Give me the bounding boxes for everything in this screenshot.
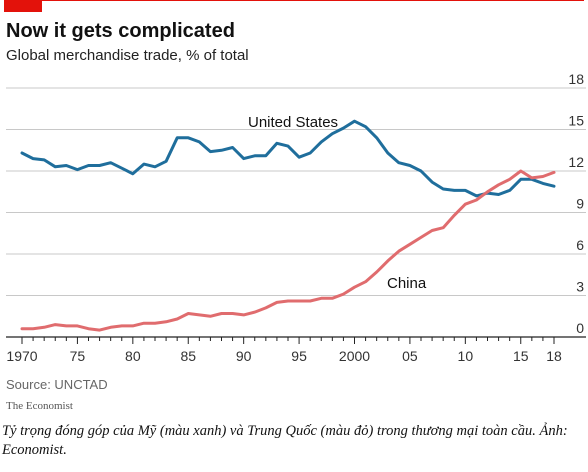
y-tick-label-18: 18 xyxy=(568,71,584,87)
chart-subtitle: Global merchandise trade, % of total xyxy=(6,47,249,64)
x-tick-label-80: 80 xyxy=(125,348,141,364)
series-annotations: United States China xyxy=(248,114,427,292)
series-lines xyxy=(20,119,556,332)
y-tick-label-6: 6 xyxy=(576,237,584,253)
x-tick-label-15: 15 xyxy=(513,348,529,364)
x-tick-label-95: 95 xyxy=(291,348,307,364)
y-tick-label-12: 12 xyxy=(568,154,584,170)
grid-lines xyxy=(6,87,586,338)
x-tick-label-05: 05 xyxy=(402,348,418,364)
brand-red-tag xyxy=(4,0,42,12)
y-tick-label-9: 9 xyxy=(576,196,584,212)
x-tick-label-75: 75 xyxy=(70,348,86,364)
x-tick-label-90: 90 xyxy=(236,348,252,364)
series-line-china xyxy=(20,169,556,332)
x-tick-label-1970: 1970 xyxy=(6,348,37,364)
annotation-united-states: United States xyxy=(248,114,338,131)
y-tick-label-15: 15 xyxy=(568,113,584,129)
x-tick-label-85: 85 xyxy=(180,348,196,364)
brand-name: The Economist xyxy=(6,400,73,412)
x-tick-marks: 1970 75 80 85 90 95 2000 05 10 15 18 xyxy=(6,337,562,364)
x-tick-label-10: 10 xyxy=(458,348,474,364)
chart-title: Now it gets complicated xyxy=(6,20,235,42)
line-chart: 0 3 6 9 12 15 18 1970 75 80 85 90 95 2000 05 10 15 18 Un… xyxy=(6,71,586,364)
x-tick-label-18: 18 xyxy=(546,348,562,364)
source-note: Source: UNCTAD xyxy=(6,377,108,392)
y-tick-labels: 0 3 6 9 12 15 18 xyxy=(568,71,584,336)
x-tick-label-2000: 2000 xyxy=(339,348,370,364)
y-tick-label-0: 0 xyxy=(576,320,584,336)
y-tick-label-3: 3 xyxy=(576,279,584,295)
top-rule xyxy=(4,0,584,1)
series-line-united-states xyxy=(20,119,556,198)
image-caption: Tỷ trọng đóng góp của Mỹ (màu xanh) và T… xyxy=(2,423,568,458)
annotation-china: China xyxy=(387,275,427,292)
